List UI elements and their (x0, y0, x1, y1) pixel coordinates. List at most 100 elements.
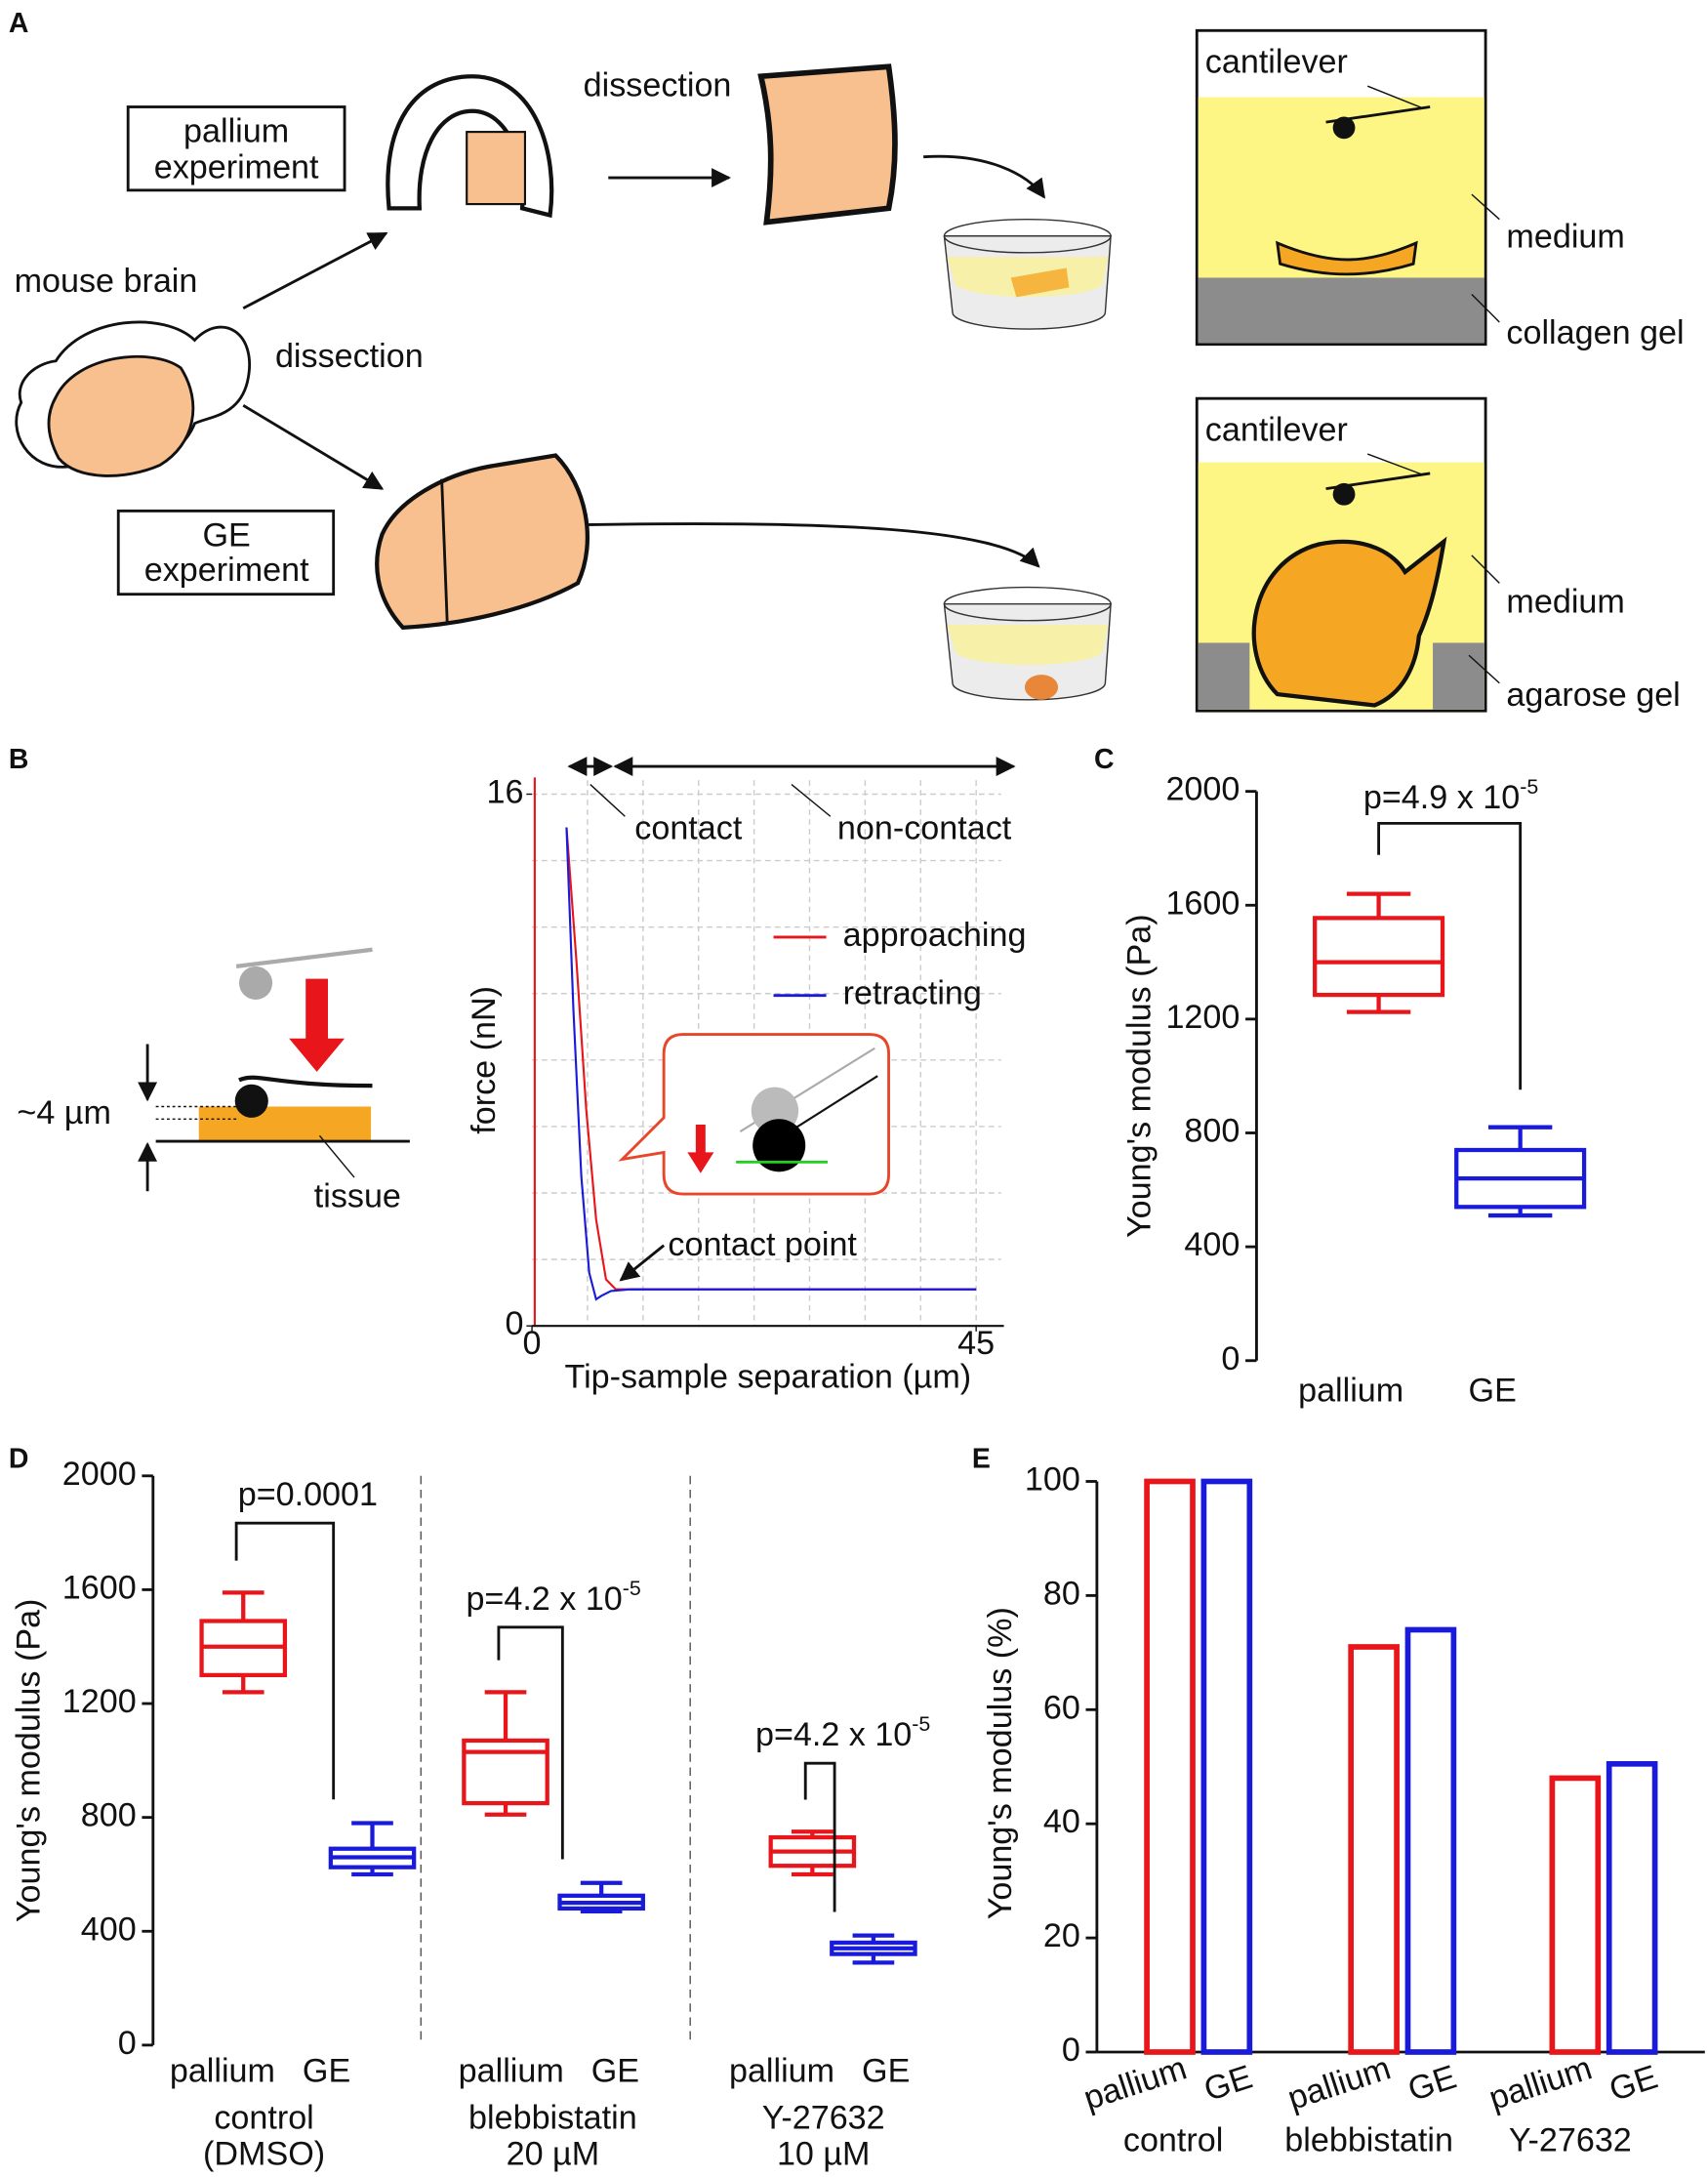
y-axis-label: Young's modulus (Pa) (11, 1599, 48, 1923)
curve (565, 827, 977, 1301)
label: medium (1506, 584, 1624, 621)
p-text: p=4.9 x 10 (1363, 779, 1520, 816)
bracket (497, 1625, 564, 1860)
y-tick-label: 2000 (62, 1456, 137, 1493)
y-tick-label: 16 (487, 774, 524, 811)
pallium-slab (466, 131, 527, 206)
x-axis-label: Tip-sample separation (µm) (564, 1358, 971, 1395)
y-tick-label: 1200 (1165, 999, 1240, 1036)
group-label: (DMSO) (203, 2136, 325, 2173)
arrow (242, 404, 385, 490)
x-tick-label: pallium (459, 2052, 564, 2089)
y-tick-label: 1600 (1165, 884, 1240, 922)
y-tick-label: 0 (118, 2025, 137, 2062)
bar (1404, 1626, 1457, 2055)
bracket (803, 1761, 836, 1912)
p-text: p=0.0001 (238, 1476, 378, 1513)
chamber (1195, 396, 1500, 713)
x-tick-label: 0 (523, 1325, 542, 1362)
bracket (234, 1521, 336, 1800)
dish (943, 586, 1112, 701)
group-label: 20 µM (507, 2136, 600, 2173)
bar (1200, 1478, 1253, 2055)
y-tick-label: 80 (1043, 1575, 1080, 1612)
label-box (116, 509, 336, 596)
inset-arrow (687, 1124, 714, 1173)
ge-tissue (375, 453, 590, 631)
box-text: pallium (183, 113, 289, 150)
arrow (923, 154, 1046, 199)
label: medium (1506, 219, 1624, 256)
p-text: p=4.2 x 10 (466, 1581, 622, 1618)
y-tick-label: 20 (1043, 1917, 1080, 1954)
y-tick-label: 0 (1221, 1340, 1240, 1377)
leader (791, 783, 832, 817)
leader (619, 1244, 666, 1282)
y-tick-label: 1200 (62, 1683, 137, 1720)
p-value: p=4.2 x 10-5 (466, 1576, 640, 1617)
panel-label: E (972, 1444, 991, 1475)
x-tick-label: GE (591, 2052, 639, 2089)
y-tick-label: 100 (1025, 1460, 1080, 1498)
box-text: experiment (154, 149, 319, 186)
label: dissection (584, 67, 732, 104)
y-tick-label: 40 (1043, 1803, 1080, 1840)
y-tick-label: 800 (81, 1797, 137, 1834)
y-tick-label: 1600 (62, 1569, 137, 1606)
brain-lobe (47, 354, 195, 477)
label: agarose gel (1506, 677, 1680, 714)
y-tick-label: 800 (1184, 1113, 1240, 1150)
label: mouse brain (15, 263, 198, 300)
panel-a: pallium experiment GE experiment mouse b… (15, 28, 1685, 714)
x-tick-label: pallium (1298, 1372, 1403, 1409)
group-label: blebbistatin (468, 2100, 637, 2137)
slab (757, 63, 898, 226)
x-tick-label: GE (303, 2052, 350, 2089)
charts: 0 45 0 16 Tip-sample separation (µm) force (n… (11, 757, 1705, 2173)
p-value: p=0.0001 (238, 1476, 378, 1513)
arrow (242, 231, 388, 309)
p-value: p=4.9 x 10-5 (1363, 775, 1538, 816)
bar (1606, 1760, 1658, 2055)
group-label: 10 µM (777, 2136, 871, 2173)
label: dissection (275, 338, 424, 375)
y-tick-label: 400 (1184, 1226, 1240, 1263)
pallium (386, 74, 554, 219)
panel-labels: A B C D E (9, 8, 1115, 1475)
y-tick-label: 400 (81, 1910, 137, 1948)
y-axis-label: force (nN) (466, 986, 503, 1134)
label-box (126, 105, 346, 192)
x-tick-label: GE (862, 2052, 910, 2089)
dish (943, 218, 1112, 330)
y-tick-label: 0 (1062, 2032, 1080, 2069)
annotation: contact point (668, 1226, 857, 1263)
panel-label: A (9, 8, 29, 39)
box-text: GE (203, 516, 251, 554)
arrow (583, 522, 1040, 568)
p-exponent: -5 (623, 1576, 641, 1599)
inset-probe (752, 1119, 806, 1172)
x-tick-label: GE (1403, 2059, 1461, 2109)
panel-label: C (1094, 744, 1115, 775)
x-tick-label: 45 (957, 1325, 995, 1362)
y-axis-label: Young's modulus (Pa) (1120, 914, 1158, 1238)
label: collagen gel (1506, 314, 1684, 351)
legend-label: retracting (843, 975, 982, 1012)
panel-label: D (9, 1444, 29, 1475)
x-tick-label: pallium (1484, 2049, 1597, 2117)
group-label: Y-27632 (1509, 2121, 1632, 2158)
legend-label: approaching (843, 917, 1027, 954)
leader (590, 784, 626, 817)
cut (440, 478, 449, 626)
annotation: non-contact (837, 809, 1012, 846)
x-tick-label: pallium (729, 2052, 834, 2089)
p-exponent: -5 (1520, 775, 1538, 799)
y-tick-label: 2000 (1165, 771, 1240, 808)
label: cantilever (1205, 43, 1348, 80)
group-label: control (1123, 2121, 1223, 2158)
x-tick-label: pallium (1079, 2049, 1192, 2117)
p-text: p=4.2 x 10 (755, 1716, 912, 1753)
y-tick-label: 60 (1043, 1689, 1080, 1726)
